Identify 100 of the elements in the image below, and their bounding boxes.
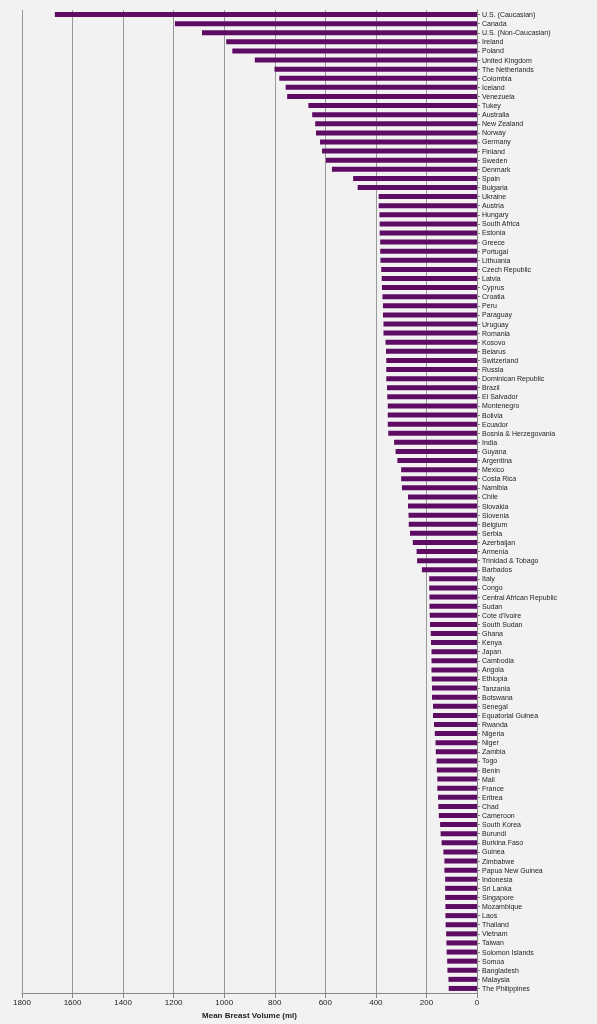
bar bbox=[445, 904, 477, 910]
bar bbox=[395, 448, 477, 454]
bar bbox=[381, 276, 477, 281]
bar bbox=[401, 485, 477, 491]
bar bbox=[386, 357, 477, 363]
bar bbox=[429, 576, 477, 582]
bar bbox=[438, 794, 477, 800]
bar bbox=[416, 549, 477, 555]
bar bbox=[353, 175, 477, 181]
bar bbox=[432, 694, 477, 700]
bar bbox=[397, 458, 477, 464]
bar bbox=[437, 776, 477, 782]
bar bbox=[379, 221, 477, 227]
bar bbox=[410, 530, 477, 536]
bar bbox=[437, 785, 477, 791]
bar bbox=[431, 676, 477, 682]
bar bbox=[381, 266, 477, 272]
bar bbox=[382, 303, 477, 309]
bar bbox=[388, 430, 477, 436]
bar bbox=[429, 603, 477, 609]
bar bbox=[387, 394, 477, 400]
x-tick-label: 1600 bbox=[63, 997, 82, 1007]
bar bbox=[447, 958, 477, 964]
bar bbox=[431, 658, 477, 664]
bar bbox=[315, 130, 477, 136]
bar bbox=[380, 257, 477, 263]
bar bbox=[383, 330, 477, 336]
bar bbox=[443, 849, 477, 855]
bar bbox=[417, 558, 477, 564]
bar bbox=[438, 803, 477, 809]
bar bbox=[446, 949, 477, 955]
bar bbox=[381, 285, 477, 291]
bar bbox=[401, 476, 477, 482]
bar bbox=[436, 758, 477, 764]
bar bbox=[379, 212, 477, 218]
bar bbox=[312, 112, 477, 118]
bar bbox=[436, 767, 477, 773]
bar bbox=[448, 976, 477, 982]
bar bbox=[445, 922, 477, 928]
bar bbox=[279, 75, 477, 81]
bar bbox=[401, 467, 477, 473]
bar bbox=[308, 103, 477, 109]
bar bbox=[386, 348, 477, 354]
bar bbox=[407, 503, 477, 509]
bar bbox=[386, 367, 477, 373]
x-tick-label: 0 bbox=[474, 997, 480, 1007]
bar bbox=[421, 567, 477, 573]
bar bbox=[435, 740, 477, 746]
bar bbox=[386, 376, 477, 382]
bar bbox=[174, 21, 477, 27]
bar bbox=[382, 312, 477, 318]
bar bbox=[408, 521, 477, 527]
bar bbox=[408, 512, 477, 518]
bar bbox=[387, 385, 477, 391]
bar bbox=[378, 194, 477, 200]
bar bbox=[254, 57, 477, 63]
x-tick-label: 400 bbox=[369, 997, 384, 1007]
bar bbox=[274, 66, 477, 72]
bar bbox=[407, 494, 477, 500]
bar bbox=[387, 421, 477, 427]
x-tick-label: 1200 bbox=[164, 997, 184, 1007]
bar bbox=[440, 831, 477, 837]
bar bbox=[434, 731, 477, 737]
bar bbox=[429, 621, 477, 627]
bar bbox=[430, 640, 477, 646]
bar bbox=[387, 412, 477, 418]
bar bbox=[448, 985, 477, 991]
bar bbox=[445, 876, 477, 882]
bar bbox=[438, 813, 477, 819]
bar bbox=[226, 39, 477, 45]
bar bbox=[382, 294, 477, 300]
bar bbox=[429, 594, 477, 600]
x-tick-label: 600 bbox=[318, 997, 333, 1007]
bar bbox=[412, 539, 477, 545]
x-axis-title: Mean Breast Volume (ml) bbox=[202, 1010, 298, 1020]
x-tick-label: 1000 bbox=[215, 997, 234, 1007]
bar bbox=[378, 203, 477, 209]
bar bbox=[441, 840, 477, 846]
bar bbox=[431, 649, 477, 655]
bar bbox=[434, 722, 477, 727]
bar bbox=[380, 248, 477, 254]
bar bbox=[379, 230, 477, 236]
bar bbox=[446, 931, 477, 937]
x-tick-label: 800 bbox=[268, 997, 282, 1007]
bar bbox=[445, 913, 477, 919]
bar bbox=[444, 858, 477, 864]
bar bbox=[320, 139, 477, 145]
bar bbox=[232, 48, 477, 54]
bar bbox=[331, 166, 477, 172]
bar bbox=[447, 967, 477, 973]
bar bbox=[445, 894, 477, 900]
bar bbox=[285, 84, 477, 90]
bar bbox=[394, 439, 477, 445]
bar bbox=[315, 121, 477, 127]
bar bbox=[287, 93, 477, 99]
x-tick-label: 1800 bbox=[13, 997, 32, 1007]
bar bbox=[433, 712, 477, 718]
bar bbox=[445, 885, 477, 891]
bar bbox=[433, 703, 477, 709]
bar bbox=[357, 184, 477, 190]
